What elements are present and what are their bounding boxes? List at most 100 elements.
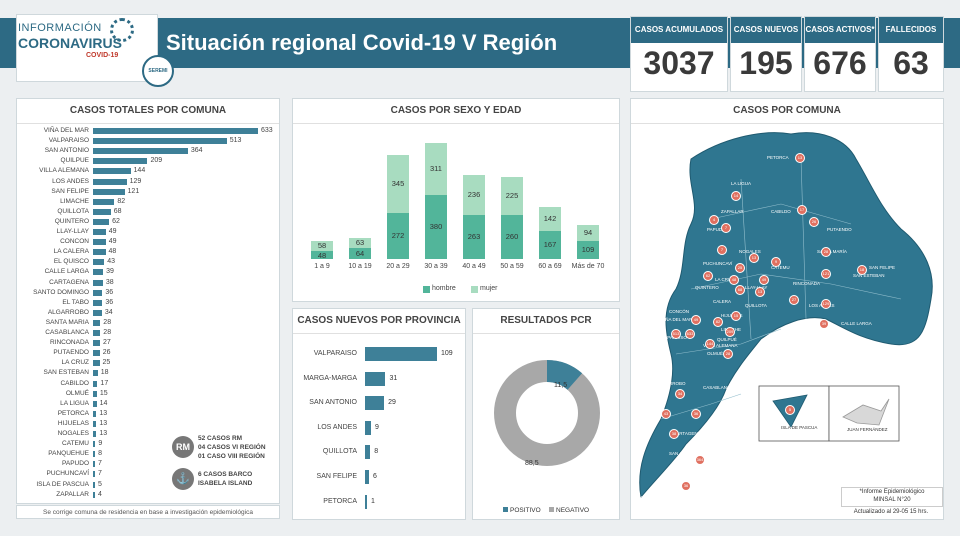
commune-row: SAN ESTEBAN 18 [17, 368, 287, 378]
commune-name: ISLA DE PASCUA [36, 480, 89, 488]
commune-row: CASABLANCA 28 [17, 328, 287, 338]
commune-bar [93, 390, 97, 397]
commune-bar [93, 400, 97, 407]
age-bar-hombre: 48 [311, 250, 333, 260]
sex-age-title: CASOS POR SEXO Y EDAD [293, 99, 619, 124]
commune-value: 121 [127, 187, 140, 195]
pcr-panel: RESULTADOS PCR 11,5 88,5 POSITIVO NEGATIVO [472, 308, 620, 520]
province-name: PETORCA [323, 497, 357, 505]
province-value: 109 [441, 350, 453, 357]
commune-row: LA CALERA 48 [17, 247, 287, 257]
commune-name: CARTAGENA [49, 278, 89, 286]
commune-row: CATEMU 9 [17, 439, 287, 449]
map-commune-label: ZAPALLAR [721, 209, 744, 214]
legend-label-mujer: mujer [480, 285, 498, 292]
map-case-dot: 129 [821, 299, 831, 309]
map-commune-label: EL TABO [637, 419, 656, 424]
coronavirus-logo [16, 14, 158, 82]
map-case-dot: 36 [681, 481, 691, 491]
commune-bar [93, 330, 101, 336]
pcr-donut-chart: 11,5 88,5 POSITIVO NEGATIVO [494, 360, 600, 514]
commune-row: CALLE LARGA 39 [17, 267, 287, 277]
note-line: MINSAL N°20 [873, 497, 911, 503]
map-commune-label: ALGARROBO [657, 381, 686, 386]
map-commune-label: QUILPUÉ [717, 337, 737, 342]
commune-value: 364 [190, 147, 203, 155]
commune-border [660, 393, 742, 420]
map-commune-label: RINCONADA [793, 281, 821, 286]
ship-line: 6 CASOS BARCO [198, 471, 253, 478]
map-case-dot: 27 [789, 295, 799, 305]
commune-name: SANTA MARIA [45, 318, 89, 326]
commune-row: EL QUISCO 43 [17, 257, 287, 267]
commune-bar [93, 158, 148, 165]
kpi-label: CASOS NUEVOS [731, 17, 801, 43]
commune-bar [93, 360, 100, 367]
commune-bar [93, 299, 103, 306]
legend-swatch-positivo [503, 507, 508, 512]
province-name: LOS ANDES [317, 423, 357, 431]
commune-bar [93, 420, 97, 427]
commune-value: 26 [102, 349, 111, 357]
map-case-dot: 49 [759, 275, 769, 285]
note-line: *Informe Epidemiológico [859, 489, 925, 495]
commune-bar [93, 350, 100, 357]
commune-value: 27 [103, 339, 111, 347]
sex-age-chart: 58 48 1 a 9 63 64 10 a 19 345 272 20 a 29 311 380 3… [293, 125, 621, 303]
commune-value: 18 [100, 369, 109, 377]
age-bar-hombre: 263 [463, 214, 485, 259]
province-name: SAN ANTONIO [309, 399, 357, 407]
commune-row: LLAY-LLAY 49 [17, 227, 287, 237]
commune-value: 34 [104, 308, 113, 316]
commune-value: 49 [108, 228, 117, 235]
commune-value: 38 [105, 278, 114, 286]
commune-value: 28 [103, 318, 112, 326]
map-commune-label: SANTA MARÍA [817, 249, 847, 254]
commune-value: 36 [105, 298, 114, 306]
commune-value: 82 [117, 197, 126, 205]
commune-row: ZAPALLAR 4 [17, 490, 287, 500]
rm-badge-icon: RM [172, 436, 194, 458]
age-bar-group: 225 260 [501, 177, 523, 259]
commune-name: LA LIGUA [60, 399, 89, 407]
map-case-dot: 26 [809, 217, 819, 227]
map-case-dot: 13 [755, 287, 765, 297]
commune-row: HIJUELAS 13 [17, 419, 287, 429]
age-value-mujer: 58 [317, 241, 327, 251]
map-case-dot: 121 [821, 269, 831, 279]
map-case-dot: 209 [725, 327, 735, 337]
commune-row: SAN FELIPE 121 [17, 187, 287, 197]
commune-bar [93, 340, 101, 347]
commune-bar [93, 410, 97, 417]
ship-cases-note: 6 CASOS BARCO ISABELA ISLAND [198, 470, 252, 488]
rm-line: 04 CASOS VI REGIÓN [198, 444, 266, 451]
commune-name: CASABLANCA [45, 329, 89, 336]
commune-bar [93, 461, 95, 468]
commune-row: PETORCA 13 [17, 409, 287, 419]
commune-row: PUCHUNCAVÍ 7 [17, 469, 287, 479]
province-chart: VALPARAISO 109 MARGA-MARGA 31 SAN ANTONIO 29 L… [293, 339, 467, 519]
age-value-mujer: 225 [505, 191, 519, 201]
commune-value: 36 [105, 288, 114, 296]
commune-row: NOGALES 13 [17, 429, 287, 439]
commune-border [690, 273, 902, 300]
commune-name: ALGARROBO [47, 308, 89, 316]
age-category-label: 1 a 9 [314, 263, 330, 270]
isla-pascua-label: ISLA DE PASCUA [781, 425, 818, 430]
age-bar-group: 94 109 [577, 224, 599, 259]
commune-value: 144 [133, 167, 146, 175]
commune-name: RINCONADA [49, 339, 89, 347]
legend-label-positivo: POSITIVO [510, 507, 541, 514]
commune-name: CABILDO [60, 379, 89, 387]
age-bar-hombre: 64 [349, 248, 371, 259]
commune-row: QUILLOTA 68 [17, 207, 287, 217]
map-title: CASOS POR COMUNA [631, 99, 943, 124]
map-case-dot: 633 [685, 329, 695, 339]
kpi-label: CASOS ACTIVOS* [805, 17, 875, 43]
commune-name: EL QUISCO [53, 258, 89, 266]
commune-bar [93, 138, 227, 145]
map-case-dot: 38 [669, 429, 679, 439]
commune-bar [93, 491, 95, 498]
commune-footnote: Se corrige comuna de residencia en base … [16, 505, 280, 519]
commune-row: PAPUDO 7 [17, 459, 287, 469]
